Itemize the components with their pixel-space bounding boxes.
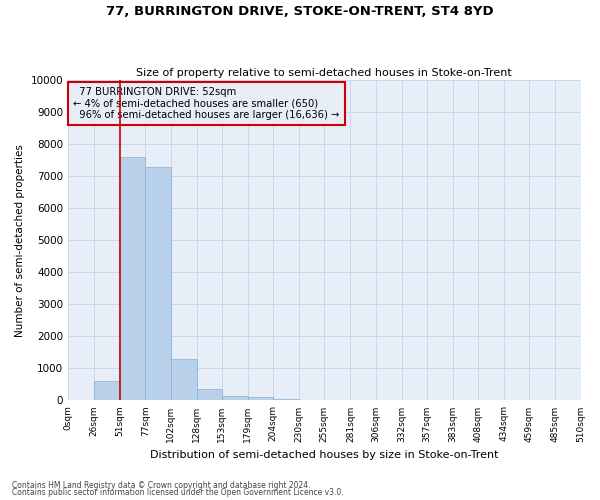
Bar [145, 166, 170, 400]
Y-axis label: Number of semi-detached properties: Number of semi-detached properties [15, 144, 25, 336]
Bar [197, 389, 222, 400]
Title: Size of property relative to semi-detached houses in Stoke-on-Trent: Size of property relative to semi-detach… [136, 68, 512, 78]
Text: 77 BURRINGTON DRIVE: 52sqm
← 4% of semi-detached houses are smaller (650)
  96% : 77 BURRINGTON DRIVE: 52sqm ← 4% of semi-… [73, 86, 340, 120]
Bar [94, 381, 119, 400]
Bar [248, 397, 273, 400]
Bar [222, 396, 248, 400]
Text: Contains HM Land Registry data © Crown copyright and database right 2024.: Contains HM Land Registry data © Crown c… [12, 480, 311, 490]
X-axis label: Distribution of semi-detached houses by size in Stoke-on-Trent: Distribution of semi-detached houses by … [150, 450, 499, 460]
Bar [119, 157, 145, 400]
Text: 77, BURRINGTON DRIVE, STOKE-ON-TRENT, ST4 8YD: 77, BURRINGTON DRIVE, STOKE-ON-TRENT, ST… [106, 5, 494, 18]
Bar [273, 399, 299, 400]
Text: Contains public sector information licensed under the Open Government Licence v3: Contains public sector information licen… [12, 488, 344, 497]
Bar [170, 359, 197, 401]
